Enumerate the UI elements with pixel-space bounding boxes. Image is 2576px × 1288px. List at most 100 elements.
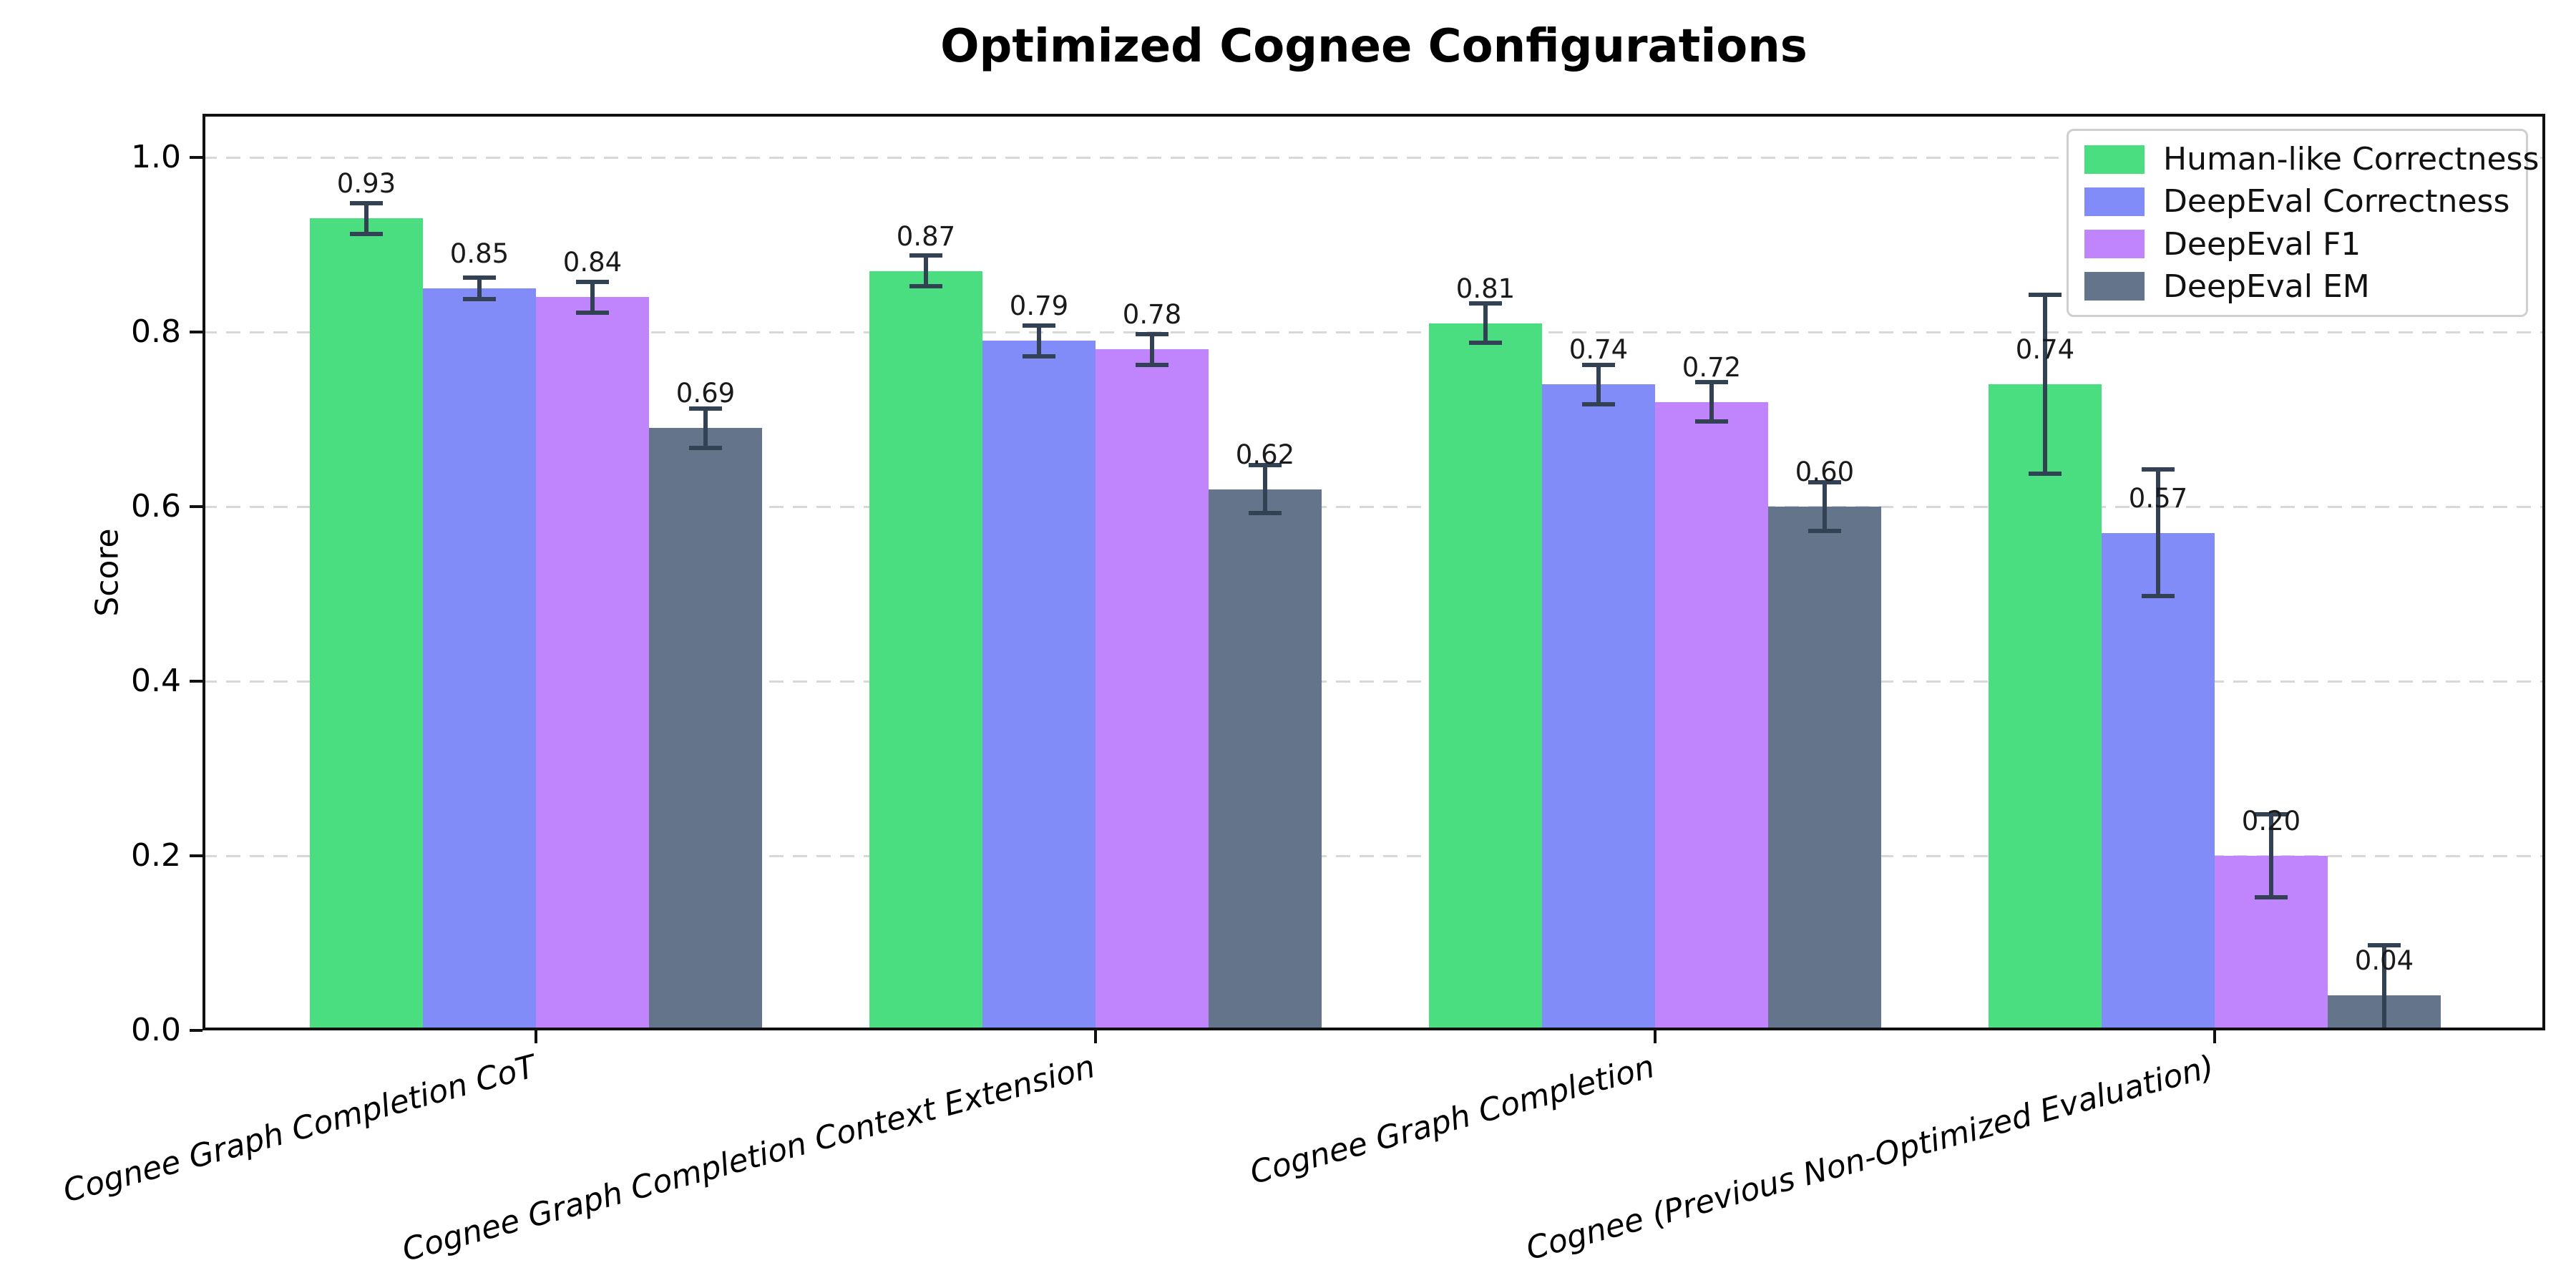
y-tick-label: 0.8 (131, 313, 181, 350)
error-bar-cap (1023, 353, 1055, 358)
bar-value-label: 0.78 (1122, 299, 1182, 331)
x-tick-label: Cognee Graph Completion (1246, 1048, 1659, 1192)
bar-value-label: 0.57 (2128, 482, 2188, 514)
legend-label: Human-like Correctness (2163, 141, 2540, 178)
gridline (203, 156, 2545, 159)
error-bar-cap (576, 279, 609, 284)
x-tick (1094, 1030, 1097, 1043)
gridline (203, 854, 2545, 857)
legend-swatch (2084, 230, 2145, 259)
bar (982, 341, 1096, 1030)
error-bar-cap (1808, 480, 1841, 485)
error-bar (590, 279, 595, 315)
error-bar (703, 406, 708, 450)
x-tick (535, 1030, 537, 1043)
y-tick-label: 0.6 (131, 488, 181, 525)
legend-label: DeepEval Correctness (2163, 183, 2510, 220)
error-bar-cap (1808, 528, 1841, 533)
error-bar-cap (909, 284, 942, 288)
error-bar-cap (1695, 380, 1728, 385)
error-bar-cap (1249, 511, 1282, 516)
gridline (203, 331, 2545, 333)
legend-item: DeepEval F1 (2084, 226, 2519, 263)
error-bar-cap (350, 231, 383, 236)
error-bar-cap (576, 310, 609, 315)
bar-value-label: 0.60 (1795, 457, 1855, 487)
error-bar-cap (2255, 812, 2288, 816)
bar-value-label: 0.81 (1455, 273, 1516, 304)
bar-value-label: 0.69 (675, 378, 736, 409)
bar (1768, 507, 1881, 1030)
error-bar-cap (463, 297, 496, 302)
bar-value-label: 0.20 (2241, 806, 2301, 836)
error-bar (1483, 301, 1488, 346)
x-tick-label: Cognee Graph Completion CoT (59, 1048, 540, 1210)
y-axis-label: Score (89, 528, 126, 617)
bar (1209, 489, 1322, 1030)
legend-swatch (2084, 187, 2145, 216)
error-bar-cap (689, 445, 722, 450)
error-bar-cap (463, 275, 496, 280)
gridline (203, 505, 2545, 508)
bar (1989, 384, 2102, 1030)
x-tick (2213, 1030, 2216, 1043)
error-bar (1263, 463, 1267, 516)
bar (649, 428, 762, 1030)
y-tick-label: 1.0 (131, 139, 181, 175)
legend-label: DeepEval F1 (2163, 225, 2361, 263)
error-bar-cap (1469, 301, 1502, 306)
error-bar-cap (1136, 362, 1169, 367)
error-bar-cap (1582, 401, 1615, 406)
error-bar (2043, 293, 2047, 477)
bar-value-label: 0.84 (562, 247, 623, 278)
bar-value-label: 0.62 (1235, 439, 1295, 470)
error-bar (1709, 380, 1714, 424)
y-tick (190, 1029, 203, 1032)
error-bar-cap (689, 406, 722, 411)
bar (423, 288, 536, 1030)
error-bar-cap (1023, 323, 1055, 328)
error-bar-cap (2255, 895, 2288, 899)
error-bar-cap (1249, 463, 1282, 467)
y-tick-label: 0.2 (131, 837, 181, 874)
error-bar-cap (909, 253, 942, 258)
error-bar-cap (2142, 594, 2175, 599)
y-tick (190, 156, 203, 159)
y-tick-label: 0.0 (131, 1012, 181, 1048)
bar-value-label: 0.04 (2354, 945, 2414, 977)
chart-title: Optimized Cognee Configurations (940, 20, 1807, 73)
error-bar-cap (2029, 472, 2062, 477)
bar (2102, 532, 2215, 1030)
bar (1429, 323, 1542, 1030)
error-bar-cap (1695, 419, 1728, 424)
error-bar-cap (1469, 341, 1502, 346)
bar-value-label: 0.72 (1682, 351, 1742, 383)
y-tick (190, 680, 203, 683)
y-tick (190, 505, 203, 508)
x-tick (1654, 1030, 1657, 1043)
error-bar (924, 253, 928, 288)
bar-value-label: 0.74 (1568, 334, 1629, 366)
error-bar (477, 275, 482, 302)
bar-value-label: 0.79 (1009, 291, 1069, 322)
error-bar-cap (2142, 467, 2175, 472)
legend-item: Human-like Correctness (2084, 141, 2539, 177)
error-bar-cap (2368, 943, 2401, 947)
bar (1542, 384, 1655, 1030)
error-bar (364, 201, 369, 236)
bar-value-label: 0.74 (2015, 334, 2075, 366)
legend-item: DeepEval Correctness (2084, 183, 2519, 220)
error-bar-cap (2029, 293, 2062, 298)
error-bar (1823, 480, 1827, 533)
error-bar-cap (350, 201, 383, 205)
gridline (203, 680, 2545, 683)
bar-value-label: 0.87 (896, 220, 956, 252)
legend-swatch (2084, 272, 2145, 301)
bar (869, 270, 982, 1030)
bar-value-label: 0.85 (449, 238, 509, 269)
error-bar (2156, 467, 2160, 599)
error-bar (2382, 943, 2386, 1030)
bar (1096, 349, 1209, 1030)
bar-value-label: 0.93 (336, 168, 396, 200)
